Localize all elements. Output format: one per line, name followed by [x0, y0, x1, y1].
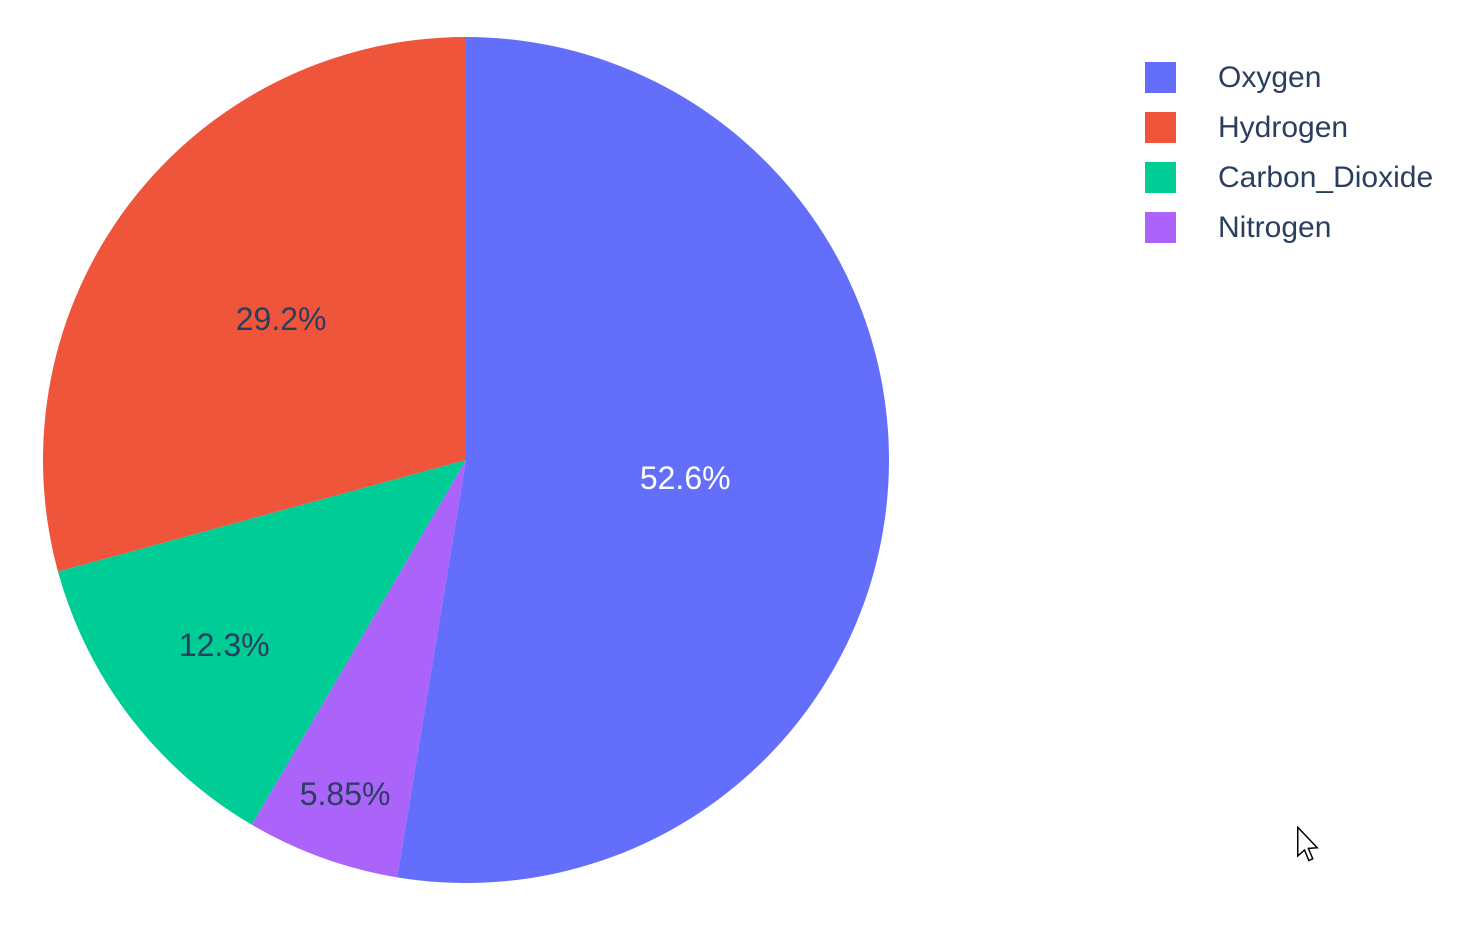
legend-label: Carbon_Dioxide — [1218, 161, 1434, 194]
legend-swatch-icon — [1145, 62, 1176, 93]
legend-swatch-icon — [1145, 162, 1176, 193]
pie-slice-carbon_dioxide[interactable] — [57, 460, 467, 825]
legend-label: Hydrogen — [1218, 111, 1349, 144]
legend-item-carbon_dioxide[interactable]: Carbon_Dioxide — [1145, 162, 1433, 193]
legend-item-oxygen[interactable]: Oxygen — [1145, 62, 1433, 93]
legend-swatch-icon — [1145, 112, 1176, 143]
pie-slice-hydrogen[interactable] — [42, 37, 466, 572]
pie-slice-oxygen[interactable] — [397, 37, 889, 883]
legend-label: Oxygen — [1218, 61, 1322, 94]
legend-item-nitrogen[interactable]: Nitrogen — [1145, 212, 1433, 243]
legend-label: Nitrogen — [1218, 211, 1332, 244]
legend-item-hydrogen[interactable]: Hydrogen — [1145, 112, 1433, 143]
legend: Oxygen Hydrogen Carbon_Dioxide Nitrogen — [1145, 62, 1433, 262]
legend-swatch-icon — [1145, 212, 1176, 243]
pie-slice-nitrogen[interactable] — [251, 460, 466, 878]
